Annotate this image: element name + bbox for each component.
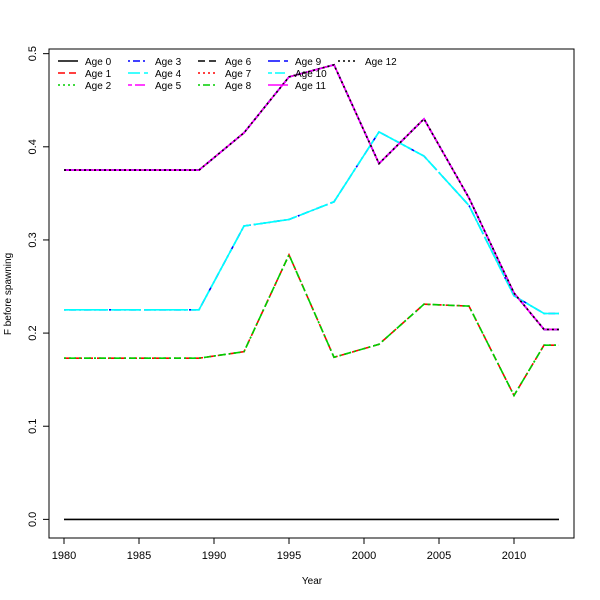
x-tick-label: 1995 bbox=[277, 550, 301, 562]
x-tick-label: 2005 bbox=[427, 550, 451, 562]
legend-label: Age 12 bbox=[365, 57, 397, 68]
x-tick-label: 1990 bbox=[202, 550, 226, 562]
y-tick-label: 0.1 bbox=[27, 419, 39, 434]
legend-label: Age 6 bbox=[225, 57, 252, 68]
x-tick-label: 2000 bbox=[352, 550, 376, 562]
legend-label: Age 5 bbox=[155, 81, 182, 92]
x-tick-label: 1980 bbox=[52, 550, 76, 562]
y-tick-label: 0.2 bbox=[27, 325, 39, 340]
legend-label: Age 8 bbox=[225, 81, 252, 92]
y-tick-label: 0.4 bbox=[27, 139, 39, 154]
y-tick-label: 0.3 bbox=[27, 232, 39, 247]
x-axis-label: Year bbox=[302, 576, 323, 587]
x-tick-label: 2010 bbox=[502, 550, 526, 562]
legend-label: Age 0 bbox=[85, 57, 112, 68]
legend-label: Age 4 bbox=[155, 69, 182, 80]
y-tick-label: 0.5 bbox=[27, 46, 39, 61]
y-axis-label: F before spawning bbox=[3, 253, 14, 335]
legend-label: Age 1 bbox=[85, 69, 112, 80]
legend-label: Age 2 bbox=[85, 81, 112, 92]
legend-label: Age 11 bbox=[295, 81, 326, 92]
legend-label: Age 3 bbox=[155, 57, 182, 68]
y-axis: 0.0 0.1 0.2 0.3 0.4 0.5 bbox=[27, 46, 49, 527]
plot-frame bbox=[48, 48, 575, 539]
legend-label: Age 10 bbox=[295, 69, 327, 80]
series-line-age-10 bbox=[64, 130, 559, 315]
x-tick-label: 1985 bbox=[127, 550, 151, 562]
series-line-age-3 bbox=[64, 130, 559, 315]
y-tick-label: 0.0 bbox=[27, 512, 39, 527]
legend-label: Age 7 bbox=[225, 69, 252, 80]
series-line-age-12 bbox=[64, 63, 559, 331]
x-axis: 1980 1985 1990 1995 2000 2005 2010 bbox=[52, 538, 526, 562]
legend-label: Age 9 bbox=[295, 57, 322, 68]
series-layer bbox=[64, 63, 559, 521]
series-line-age-8 bbox=[64, 252, 559, 398]
